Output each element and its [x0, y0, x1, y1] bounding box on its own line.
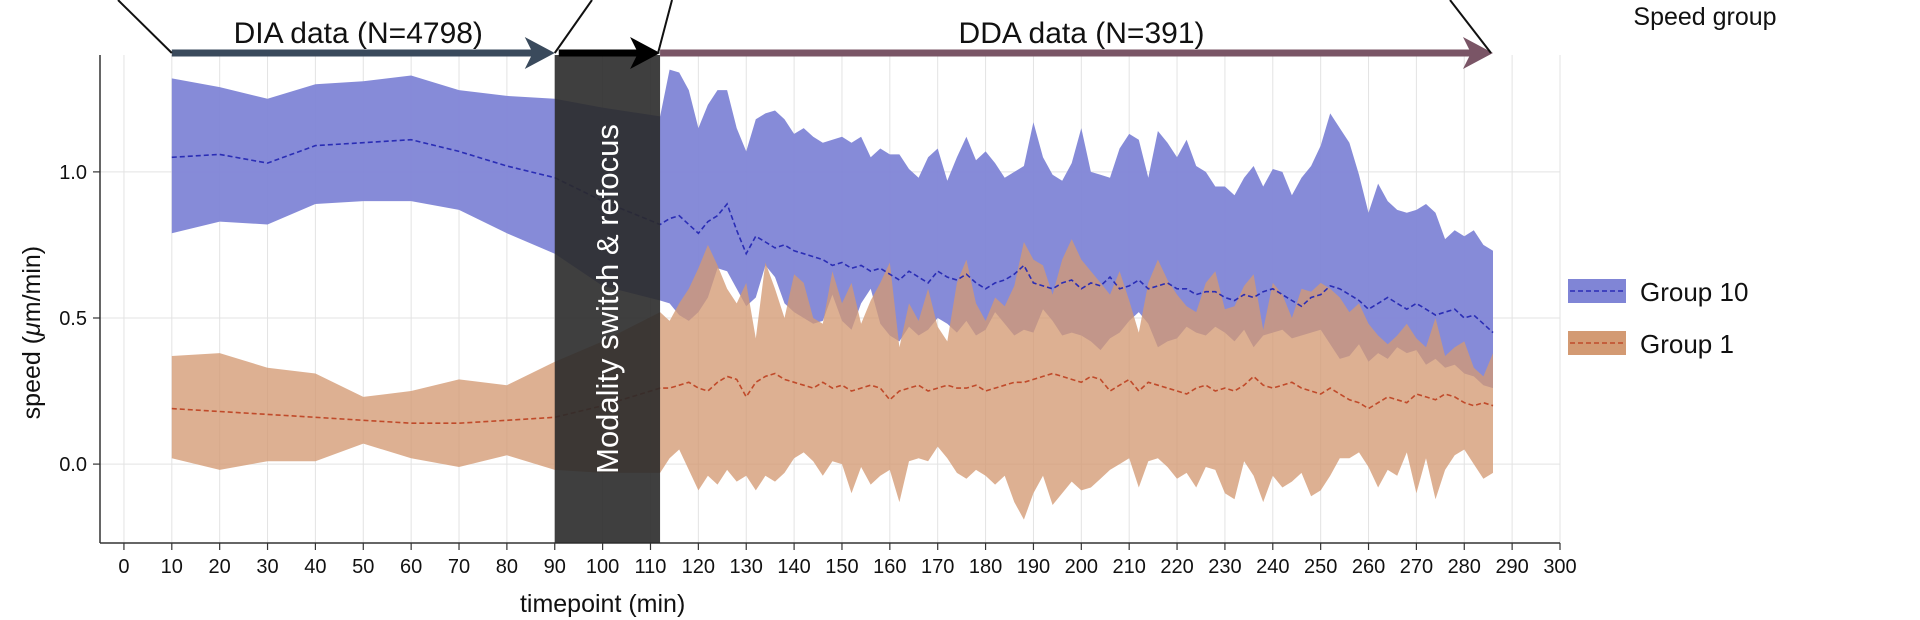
dda-arrow-head [1462, 37, 1493, 69]
mean-line-group-1 [171, 372, 1494, 424]
dia-bracket-line [117, 0, 173, 54]
y-tick-label: 1.0 [59, 162, 87, 184]
x-tick-label: 0 [118, 556, 129, 578]
x-tick-label: 250 [1304, 556, 1337, 578]
x-tick-label: 230 [1208, 556, 1241, 578]
annotations: Modality switch & refocus DIA data (N=479… [117, 0, 1493, 543]
band-group-1 [171, 239, 1493, 520]
x-tick-label: 240 [1256, 556, 1289, 578]
x-tick-label: 40 [304, 556, 326, 578]
x-tick-label: 170 [921, 556, 954, 578]
x-tick-label: 20 [209, 556, 231, 578]
axes: 0 10 20 30 40 50 60 70 80 90 100 110 120 130 140 150 160… [18, 55, 1577, 618]
x-tick-label: 110 [635, 556, 667, 578]
switch-arrow-head [630, 37, 661, 69]
modality-switch-label: Modality switch & refocus [590, 124, 625, 474]
x-tick-label: 50 [352, 556, 374, 578]
x-tick-label: 210 [1112, 556, 1145, 578]
legend-title: Speed group [1633, 3, 1776, 31]
switch-bracket-line-right [657, 0, 673, 54]
mean-line-group-10 [171, 138, 1494, 334]
legend-label: Group 1 [1640, 329, 1734, 359]
x-tick-label: 200 [1065, 556, 1098, 578]
x-tick-label: 160 [873, 556, 906, 578]
switch-bracket-line-left [553, 0, 593, 54]
x-tick-label: 80 [496, 556, 518, 578]
x-tick-label: 30 [256, 556, 278, 578]
y-tick-label: 0.0 [59, 454, 87, 476]
x-tick-label: 280 [1448, 556, 1481, 578]
dia-arrow-head [524, 37, 555, 69]
x-tick-label: 180 [969, 556, 1002, 578]
band-layer [171, 69, 1493, 520]
x-tick-label: 120 [682, 556, 715, 578]
dia-label: DIA data (N=4798) [234, 17, 483, 50]
x-tick-label: 220 [1160, 556, 1193, 578]
y-tick-label: 0.5 [59, 308, 87, 330]
mean-line-layer [171, 138, 1494, 424]
x-tick-label: 190 [1017, 556, 1050, 578]
x-tick-label: 290 [1495, 556, 1528, 578]
x-tick-label: 260 [1352, 556, 1385, 578]
x-tick-label: 100 [586, 556, 619, 578]
y-axis-title: speed (μm/min) [18, 246, 46, 419]
legend-label: Group 10 [1640, 277, 1748, 307]
x-tick-label: 90 [544, 556, 566, 578]
dda-bracket-line [1449, 0, 1492, 54]
legend: Speed group Group 10 Group 1 [1568, 3, 1777, 359]
dda-label: DDA data (N=391) [959, 17, 1205, 50]
x-tick-label: 270 [1400, 556, 1433, 578]
x-axis-title: timepoint (min) [520, 590, 685, 618]
x-tick-label: 60 [400, 556, 422, 578]
modality-switch-box [554, 55, 661, 543]
x-tick-label: 10 [161, 556, 183, 578]
x-tick-label: 300 [1543, 556, 1576, 578]
x-tick-label: 150 [825, 556, 858, 578]
x-tick-label: 70 [448, 556, 470, 578]
x-tick-label: 130 [730, 556, 763, 578]
x-tick-label: 140 [777, 556, 810, 578]
